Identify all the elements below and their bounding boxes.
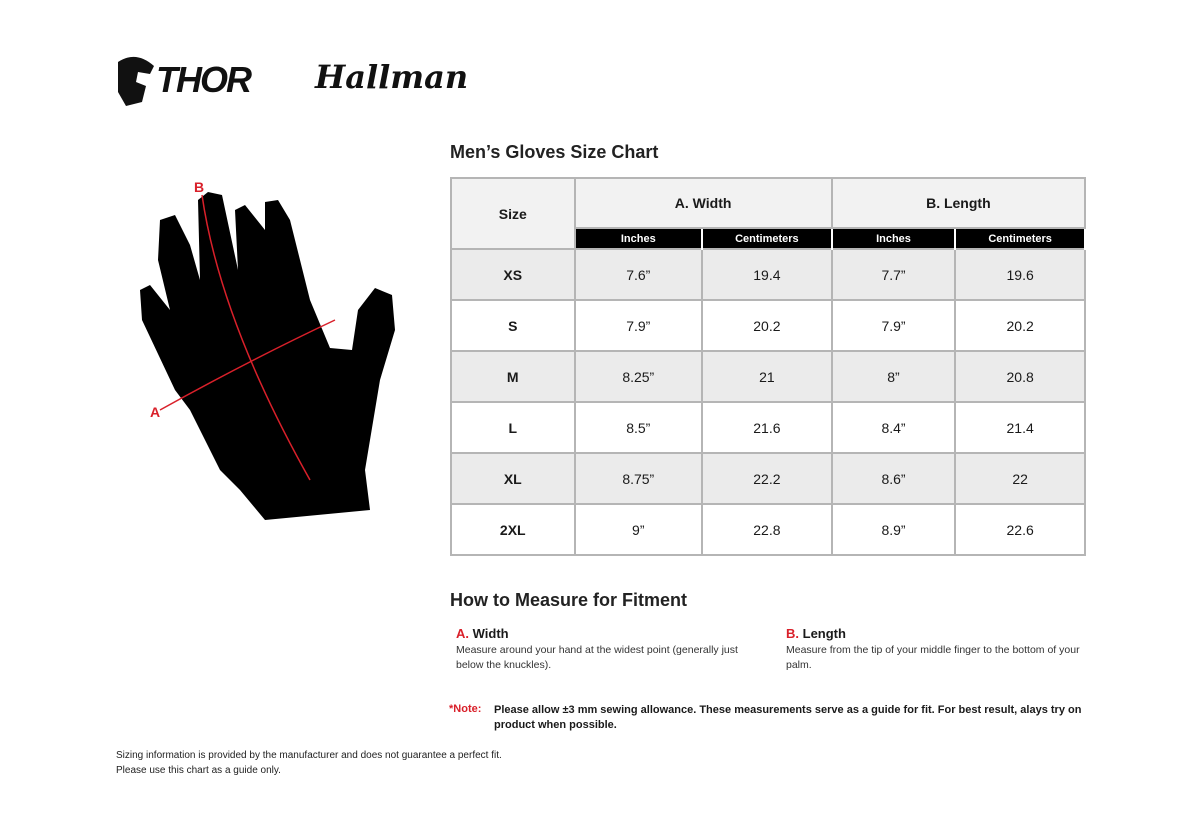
- measure-length: B. Length Measure from the tip of your m…: [786, 626, 1086, 673]
- hallman-logo: Hallman: [315, 58, 469, 96]
- value-cell: 9”: [573, 503, 704, 556]
- length-header: B. Length: [830, 177, 1087, 229]
- size-cell: S: [450, 299, 576, 352]
- disclaimer-line: Sizing information is provided by the ma…: [116, 750, 502, 761]
- value-cell: 19.4: [701, 248, 833, 301]
- length-arrow: [201, 194, 311, 481]
- value-cell: 7.9”: [573, 299, 704, 352]
- thor-helmet-icon: [118, 56, 154, 106]
- length-letter: B.: [786, 626, 799, 641]
- size-cell: 2XL: [450, 503, 576, 556]
- value-cell: 22.2: [701, 452, 833, 505]
- length-label: Length: [802, 626, 846, 641]
- disclaimer: Sizing information is provided by the ma…: [116, 748, 502, 778]
- value-cell: 7.6”: [573, 248, 704, 301]
- value-cell: 22: [954, 452, 1086, 505]
- width-label: Width: [472, 626, 509, 641]
- value-cell: 22.6: [954, 503, 1086, 556]
- table-row: L 8.5” 21.6 8.4” 21.4: [450, 401, 1086, 454]
- width-letter: A.: [456, 626, 469, 641]
- table-row: XS 7.6” 19.4 7.7” 19.6: [450, 248, 1086, 301]
- value-cell: 8.25”: [573, 350, 704, 403]
- thor-logo-text: THOR: [156, 59, 252, 100]
- length-text: Measure from the tip of your middle fing…: [786, 644, 1080, 671]
- value-cell: 7.9”: [830, 299, 957, 352]
- note-text: Please allow ±3 mm sewing allowance. The…: [494, 704, 1082, 731]
- label-a: A: [150, 404, 160, 420]
- size-cell: L: [450, 401, 576, 454]
- table-row: XL 8.75” 22.2 8.6” 22: [450, 452, 1086, 505]
- measure-width: A. Width Measure around your hand at the…: [456, 626, 766, 673]
- value-cell: 21.6: [701, 401, 833, 454]
- disclaimer-line: Please use this chart as a guide only.: [116, 765, 281, 776]
- value-cell: 8.5”: [573, 401, 704, 454]
- hand-silhouette: [140, 192, 395, 520]
- sub-header: Inches: [830, 228, 957, 249]
- width-arrow: [159, 319, 336, 411]
- table-row: S 7.9” 20.2 7.9” 20.2: [450, 299, 1086, 352]
- value-cell: 22.8: [701, 503, 833, 556]
- width-header: A. Width: [573, 177, 833, 229]
- sub-header: Centimeters: [701, 228, 833, 249]
- value-cell: 19.6: [954, 248, 1086, 301]
- size-chart-table: Size A. Width B. Length Inches Centimete…: [450, 177, 1087, 556]
- hand-illustration: B A: [140, 179, 395, 520]
- value-cell: 8.9”: [830, 503, 957, 556]
- sub-header: Centimeters: [954, 228, 1086, 249]
- measure-title: How to Measure for Fitment: [450, 590, 688, 610]
- value-cell: 20.2: [701, 299, 833, 352]
- size-header: Size: [450, 177, 576, 250]
- value-cell: 20.2: [954, 299, 1086, 352]
- table-row: 2XL 9” 22.8 8.9” 22.6: [450, 503, 1086, 556]
- value-cell: 8.6”: [830, 452, 957, 505]
- width-text: Measure around your hand at the widest p…: [456, 644, 738, 671]
- value-cell: 21: [701, 350, 833, 403]
- chart-title: Men’s Gloves Size Chart: [450, 142, 659, 162]
- size-cell: XS: [450, 248, 576, 301]
- table-row: M 8.25” 21 8” 20.8: [450, 350, 1086, 403]
- thor-logo: THOR: [116, 52, 252, 108]
- size-cell: XL: [450, 452, 576, 505]
- note-label: *Note:: [449, 703, 482, 715]
- size-cell: M: [450, 350, 576, 403]
- value-cell: 20.8: [954, 350, 1086, 403]
- value-cell: 8.4”: [830, 401, 957, 454]
- sub-header: Inches: [573, 228, 704, 249]
- value-cell: 8”: [830, 350, 957, 403]
- label-b: B: [194, 179, 204, 195]
- value-cell: 21.4: [954, 401, 1086, 454]
- value-cell: 8.75”: [573, 452, 704, 505]
- value-cell: 7.7”: [830, 248, 957, 301]
